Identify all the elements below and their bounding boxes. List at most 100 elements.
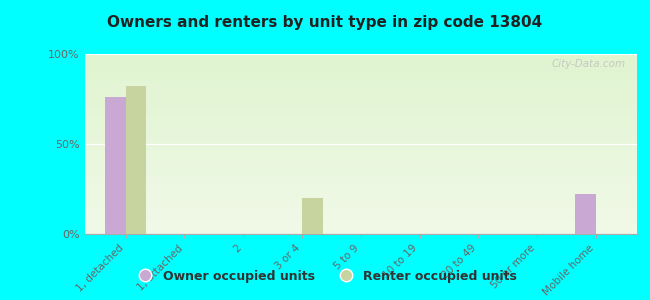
Bar [84, 184, 637, 185]
Bar [84, 128, 637, 130]
Bar [84, 131, 637, 133]
Bar [84, 103, 637, 104]
Bar [84, 110, 637, 112]
Bar [84, 56, 637, 58]
Bar [84, 130, 637, 131]
Bar [84, 101, 637, 103]
Bar [84, 119, 637, 121]
Bar [84, 86, 637, 88]
Bar [84, 137, 637, 139]
Bar [84, 54, 637, 56]
Bar [84, 218, 637, 220]
Bar [84, 225, 637, 227]
Bar [84, 108, 637, 110]
Bar [84, 212, 637, 214]
Bar [84, 198, 637, 200]
Bar [84, 79, 637, 81]
Bar [84, 180, 637, 182]
Bar [84, 124, 637, 126]
Bar [84, 232, 637, 234]
Bar [84, 193, 637, 194]
Bar [84, 135, 637, 137]
Bar [84, 220, 637, 221]
Bar [84, 182, 637, 184]
Bar [84, 113, 637, 115]
Bar [84, 189, 637, 191]
Bar [84, 227, 637, 229]
Bar [84, 104, 637, 106]
Bar [84, 117, 637, 119]
Bar [84, 70, 637, 72]
Bar [84, 209, 637, 211]
Bar [84, 166, 637, 167]
Bar [84, 99, 637, 101]
Bar [84, 76, 637, 77]
Bar [84, 139, 637, 140]
Bar [84, 146, 637, 148]
Bar [84, 205, 637, 207]
Bar [84, 187, 637, 189]
Bar [84, 173, 637, 175]
Bar [84, 65, 637, 67]
Bar [84, 83, 637, 85]
Bar [84, 88, 637, 90]
Bar [84, 149, 637, 151]
Bar [84, 144, 637, 146]
Text: Owners and renters by unit type in zip code 13804: Owners and renters by unit type in zip c… [107, 15, 543, 30]
Bar [84, 140, 637, 142]
Bar [84, 160, 637, 162]
Bar [84, 196, 637, 198]
Bar [84, 61, 637, 63]
Bar [84, 92, 637, 94]
Bar [84, 214, 637, 216]
Bar [84, 59, 637, 61]
Bar [105, 97, 125, 234]
Bar [84, 202, 637, 203]
Bar [84, 74, 637, 76]
Bar [84, 106, 637, 108]
Bar [84, 68, 637, 70]
Bar [84, 175, 637, 176]
Bar [84, 142, 637, 144]
Bar [84, 221, 637, 223]
Bar [84, 229, 637, 230]
Bar [84, 223, 637, 225]
Bar [302, 198, 322, 234]
Bar [84, 171, 637, 173]
Bar [84, 169, 637, 171]
Bar [84, 126, 637, 128]
Bar [84, 157, 637, 158]
Bar [84, 153, 637, 155]
Bar [84, 115, 637, 117]
Bar [575, 194, 596, 234]
Bar [84, 151, 637, 153]
Bar [84, 194, 637, 196]
Bar [84, 122, 637, 124]
Bar [125, 86, 146, 234]
Bar [84, 94, 637, 95]
Legend: Owner occupied units, Renter occupied units: Owner occupied units, Renter occupied un… [127, 265, 523, 288]
Bar [84, 58, 637, 59]
Bar [84, 85, 637, 86]
Bar [84, 72, 637, 74]
Bar [84, 167, 637, 169]
Bar [84, 158, 637, 160]
Bar [84, 191, 637, 193]
Text: City-Data.com: City-Data.com [552, 59, 626, 69]
Bar [84, 121, 637, 122]
Bar [84, 148, 637, 149]
Bar [84, 185, 637, 187]
Bar [84, 178, 637, 180]
Bar [84, 164, 637, 166]
Bar [84, 162, 637, 164]
Bar [84, 216, 637, 218]
Bar [84, 95, 637, 97]
Bar [84, 81, 637, 83]
Bar [84, 67, 637, 68]
Bar [84, 155, 637, 157]
Bar [84, 207, 637, 209]
Bar [84, 97, 637, 99]
Bar [84, 90, 637, 92]
Bar [84, 133, 637, 135]
Bar [84, 63, 637, 65]
